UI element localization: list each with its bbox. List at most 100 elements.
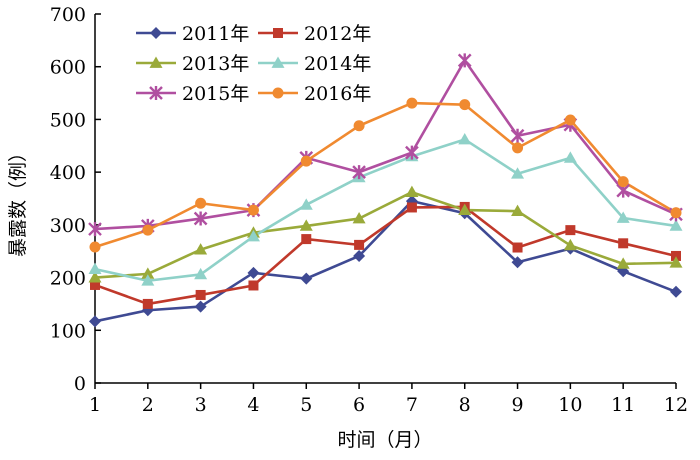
data-point-4-5 (352, 165, 366, 180)
data-point-3-7 (458, 132, 472, 145)
data-point-2-5 (352, 212, 366, 224)
data-point-2-6 (405, 185, 419, 198)
data-point-0-2 (194, 300, 207, 313)
series-line-3 (94, 138, 677, 283)
legend-label-3: 2014年 (304, 53, 371, 75)
series-line-4 (94, 59, 677, 231)
x-tick-label: 3 (195, 394, 207, 416)
y-tick-label: 600 (50, 57, 86, 79)
legend-label-5: 2016年 (304, 83, 371, 105)
legend: 2011年 2012年 2013年 2014年 2015年 2016年 (136, 23, 371, 105)
x-tick-label: 8 (459, 394, 471, 416)
legend-marker-5 (272, 87, 284, 99)
x-tick-label: 9 (511, 394, 523, 416)
y-axis-title: 暴露数（例） (7, 143, 29, 257)
data-point-5-8 (512, 142, 524, 154)
data-point-4-0 (88, 222, 102, 237)
data-point-5-10 (617, 176, 629, 188)
data-point-3-0 (88, 262, 102, 275)
series-lines (94, 59, 677, 323)
data-point-2-1 (141, 267, 155, 279)
y-tick-label: 500 (50, 109, 86, 131)
y-tick-label: 200 (50, 268, 86, 290)
x-tick-label: 10 (558, 394, 582, 416)
x-ticks: 1 2 3 4 5 6 7 8 9 10 11 12 (89, 383, 688, 416)
series-line-1 (94, 205, 677, 306)
data-point-1-3 (248, 280, 259, 291)
data-point-5-11 (670, 207, 682, 219)
data-point-2-2 (194, 243, 208, 255)
series-line-2 (94, 190, 677, 279)
data-point-2-9 (563, 238, 577, 251)
x-tick-label: 1 (89, 394, 101, 416)
legend-label-1: 2012年 (304, 23, 371, 45)
legend-marker-2 (149, 56, 163, 68)
data-point-4-7 (457, 53, 472, 68)
data-point-5-6 (406, 97, 418, 109)
data-point-2-8 (511, 204, 525, 217)
x-tick-label: 5 (300, 394, 312, 416)
data-point-2-10 (616, 257, 630, 269)
y-tick-label: 0 (74, 373, 86, 395)
data-point-5-4 (300, 155, 312, 167)
legend-label-4: 2015年 (182, 83, 249, 105)
data-point-5-7 (459, 99, 471, 111)
data-point-2-7 (458, 203, 472, 215)
legend-marker-0 (150, 27, 162, 39)
legend-marker-4 (149, 86, 163, 100)
data-point-2-0 (88, 271, 102, 283)
data-point-1-11 (671, 250, 681, 261)
x-tick-label: 7 (406, 394, 418, 416)
y-tick-label: 300 (50, 215, 86, 237)
x-tick-label: 12 (664, 394, 688, 416)
data-point-0-4 (300, 272, 313, 285)
x-tick-label: 4 (247, 394, 259, 416)
legend-label-0: 2011年 (182, 23, 249, 45)
data-point-2-4 (299, 219, 313, 231)
data-point-3-8 (511, 167, 525, 179)
data-point-4-2 (193, 211, 208, 226)
data-point-5-9 (564, 114, 576, 126)
y-ticks: 0 100 200 300 400 500 600 700 (50, 4, 101, 395)
data-point-1-6 (406, 202, 417, 213)
data-point-3-2 (194, 267, 208, 280)
data-point-5-2 (195, 197, 207, 209)
series-line-0 (94, 199, 677, 323)
y-tick-label: 700 (50, 4, 86, 26)
data-point-1-1 (142, 298, 153, 309)
legend-label-2: 2013年 (182, 53, 249, 75)
x-tick-label: 11 (611, 394, 635, 416)
x-tick-label: 2 (142, 394, 154, 416)
data-point-1-10 (618, 238, 629, 249)
data-point-0-5 (353, 249, 366, 262)
data-point-3-3 (246, 229, 260, 242)
data-point-1-0 (90, 279, 100, 290)
legend-marker-3 (271, 56, 285, 68)
data-point-3-11 (669, 219, 683, 231)
data-point-4-6 (405, 145, 419, 160)
data-point-1-5 (354, 239, 365, 250)
data-point-4-8 (510, 128, 525, 143)
data-point-1-2 (195, 289, 206, 300)
data-point-0-8 (511, 256, 524, 269)
data-point-0-11 (670, 285, 682, 298)
data-point-3-10 (616, 211, 630, 223)
data-point-5-0 (89, 241, 101, 253)
data-point-2-11 (669, 256, 683, 268)
data-point-5-3 (247, 204, 259, 216)
series-line-5 (94, 101, 677, 249)
data-point-3-1 (141, 274, 155, 286)
x-axis-title: 时间（月） (337, 429, 432, 451)
data-point-1-4 (301, 234, 312, 245)
data-point-3-4 (299, 198, 313, 210)
data-point-1-8 (512, 242, 523, 253)
data-point-0-3 (247, 266, 260, 279)
data-point-0-0 (89, 315, 101, 328)
data-point-5-1 (142, 224, 154, 236)
y-tick-label: 100 (50, 320, 86, 342)
legend-marker-1 (273, 28, 283, 38)
data-point-5-5 (353, 120, 365, 132)
data-point-1-9 (565, 225, 576, 236)
series-markers (88, 53, 683, 328)
